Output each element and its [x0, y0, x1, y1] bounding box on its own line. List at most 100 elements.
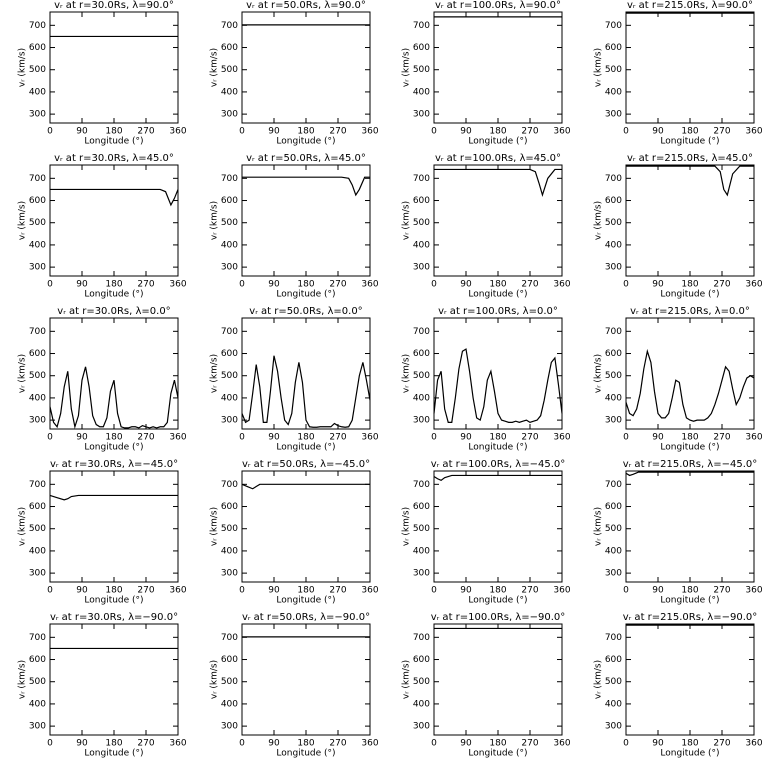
- y-tick-label: 700: [221, 633, 238, 643]
- y-tick-label: 300: [221, 263, 238, 273]
- data-line: [434, 168, 562, 198]
- x-tick-label: 180: [105, 433, 122, 443]
- y-tick-label: 700: [605, 327, 622, 337]
- chart-title: vᵣ at r=215.0Rs, λ=45.0°: [627, 153, 753, 164]
- chart-title: vᵣ at r=30.0Rs, λ=0.0°: [57, 306, 170, 317]
- x-axis-label: Longitude (°): [84, 137, 143, 147]
- y-tick-label: 500: [413, 65, 430, 75]
- x-tick-label: 180: [105, 739, 122, 749]
- x-tick-label: 90: [76, 127, 88, 137]
- y-tick-label: 400: [221, 393, 238, 403]
- plot-frame: [49, 470, 179, 583]
- y-tick-label: 400: [413, 393, 430, 403]
- chart-title: vᵣ at r=100.0Rs, λ=90.0°: [435, 0, 561, 11]
- plot-frame: [49, 164, 179, 277]
- x-tick-label: 180: [297, 739, 314, 749]
- y-tick-label: 300: [29, 416, 46, 426]
- y-tick-label: 300: [413, 263, 430, 273]
- x-tick-label: 360: [553, 127, 570, 137]
- plot-frame: [625, 623, 755, 736]
- y-axis-label: vᵣ (km/s): [18, 48, 28, 87]
- x-axis-label: Longitude (°): [84, 749, 143, 759]
- y-tick-label: 700: [221, 480, 238, 490]
- y-tick-label: 600: [605, 655, 622, 665]
- chart-title: vᵣ at r=30.0Rs, λ=−90.0°: [50, 612, 178, 623]
- y-axis-label: vᵣ (km/s): [210, 660, 220, 699]
- chart-title: vᵣ at r=100.0Rs, λ=0.0°: [438, 306, 558, 317]
- x-axis-label: Longitude (°): [660, 290, 719, 300]
- plot-frame: [241, 11, 371, 124]
- y-tick-label: 700: [29, 480, 46, 490]
- y-tick-label: 400: [29, 87, 46, 97]
- x-tick-label: 0: [623, 433, 629, 443]
- y-tick-label: 600: [221, 502, 238, 512]
- plot-frame: [49, 623, 179, 736]
- x-tick-label: 270: [713, 586, 730, 596]
- x-tick-label: 270: [521, 433, 538, 443]
- x-axis-label: Longitude (°): [276, 443, 335, 453]
- x-tick-label: 90: [268, 739, 280, 749]
- x-tick-label: 360: [553, 433, 570, 443]
- x-tick-label: 270: [329, 127, 346, 137]
- y-tick-label: 500: [29, 371, 46, 381]
- y-tick-label: 600: [413, 502, 430, 512]
- x-axis-label: Longitude (°): [276, 290, 335, 300]
- x-tick-label: 180: [105, 280, 122, 290]
- x-tick-label: 360: [745, 433, 762, 443]
- x-axis-label: Longitude (°): [468, 290, 527, 300]
- x-tick-label: 270: [137, 586, 154, 596]
- x-tick-label: 360: [553, 586, 570, 596]
- x-tick-label: 0: [431, 739, 437, 749]
- x-tick-label: 0: [623, 280, 629, 290]
- x-tick-label: 90: [652, 433, 664, 443]
- y-tick-label: 300: [413, 569, 430, 579]
- y-tick-label: 400: [413, 87, 430, 97]
- x-tick-label: 90: [652, 739, 664, 749]
- x-axis-label: Longitude (°): [468, 596, 527, 606]
- y-axis-label: vᵣ (km/s): [594, 354, 604, 393]
- y-tick-label: 600: [221, 196, 238, 206]
- y-tick-label: 500: [29, 524, 46, 534]
- y-axis-label: vᵣ (km/s): [210, 507, 220, 546]
- data-line: [625, 348, 755, 422]
- x-tick-label: 360: [169, 127, 186, 137]
- y-tick-label: 500: [605, 218, 622, 228]
- plot-frame: [433, 470, 563, 583]
- x-tick-label: 360: [361, 127, 378, 137]
- x-tick-label: 180: [105, 127, 122, 137]
- plot-frame: [433, 164, 563, 277]
- x-tick-label: 0: [623, 739, 629, 749]
- x-tick-label: 90: [268, 280, 280, 290]
- y-tick-label: 400: [605, 87, 622, 97]
- y-tick-label: 500: [221, 218, 238, 228]
- x-tick-label: 90: [76, 433, 88, 443]
- x-tick-label: 0: [623, 127, 629, 137]
- x-tick-label: 90: [268, 127, 280, 137]
- y-tick-label: 500: [605, 65, 622, 75]
- x-tick-label: 270: [713, 280, 730, 290]
- y-tick-label: 600: [413, 196, 430, 206]
- x-tick-label: 90: [76, 280, 88, 290]
- x-tick-label: 90: [268, 433, 280, 443]
- x-tick-label: 180: [297, 586, 314, 596]
- x-tick-label: 90: [652, 127, 664, 137]
- x-tick-label: 180: [681, 280, 698, 290]
- y-tick-label: 300: [221, 416, 238, 426]
- x-tick-label: 180: [681, 127, 698, 137]
- y-tick-label: 600: [413, 655, 430, 665]
- x-tick-label: 360: [361, 280, 378, 290]
- x-tick-label: 360: [361, 586, 378, 596]
- y-tick-label: 600: [221, 43, 238, 53]
- x-axis-label: Longitude (°): [84, 596, 143, 606]
- y-tick-label: 700: [29, 21, 46, 31]
- y-tick-label: 300: [221, 722, 238, 732]
- chart-title: vᵣ at r=100.0Rs, λ=−45.0°: [431, 459, 566, 470]
- x-tick-label: 0: [239, 280, 245, 290]
- y-tick-label: 500: [29, 65, 46, 75]
- x-tick-label: 270: [713, 739, 730, 749]
- y-tick-label: 400: [221, 240, 238, 250]
- x-tick-label: 180: [681, 433, 698, 443]
- plot-frame: [625, 317, 755, 430]
- x-tick-label: 270: [329, 433, 346, 443]
- y-tick-label: 700: [221, 21, 238, 31]
